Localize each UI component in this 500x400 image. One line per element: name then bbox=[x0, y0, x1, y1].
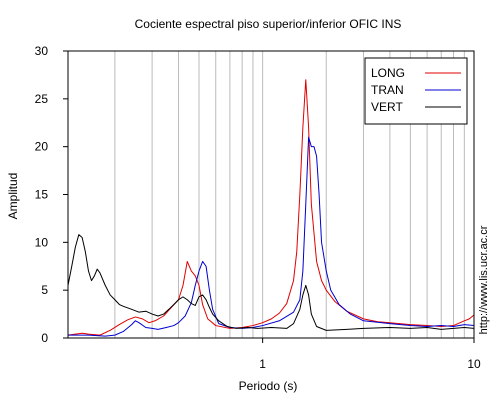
series-line-tran bbox=[68, 136, 475, 337]
y-tick-label: 5 bbox=[41, 283, 48, 297]
y-tick-label: 15 bbox=[35, 188, 49, 202]
y-tick-label: 20 bbox=[35, 140, 49, 154]
y-axis-label: Amplitud bbox=[6, 173, 20, 220]
y-tick-label: 25 bbox=[35, 92, 49, 106]
legend: LONG TRAN VERT bbox=[364, 57, 468, 125]
x-tick-label: 10 bbox=[467, 357, 481, 371]
series-line-long bbox=[67, 79, 475, 336]
legend-label-long: LONG bbox=[371, 66, 405, 80]
source-url: http://www.lis.ucr.ac.cr bbox=[478, 225, 490, 334]
series-lines bbox=[67, 79, 475, 337]
legend-label-vert: VERT bbox=[371, 100, 403, 114]
x-axis-label: Periodo (s) bbox=[239, 379, 298, 393]
axes: 0 5 10 15 20 25 30 1 10 bbox=[35, 44, 481, 371]
x-tick-label: 1 bbox=[259, 357, 266, 371]
series-line-vert bbox=[67, 234, 475, 331]
legend-box bbox=[364, 57, 468, 125]
legend-label-tran: TRAN bbox=[371, 83, 404, 97]
y-tick-label: 30 bbox=[35, 44, 49, 58]
y-tick-label: 10 bbox=[35, 235, 49, 249]
chart-title: Cociente espectral piso superior/inferio… bbox=[135, 17, 402, 31]
y-tick-label: 0 bbox=[41, 331, 48, 345]
